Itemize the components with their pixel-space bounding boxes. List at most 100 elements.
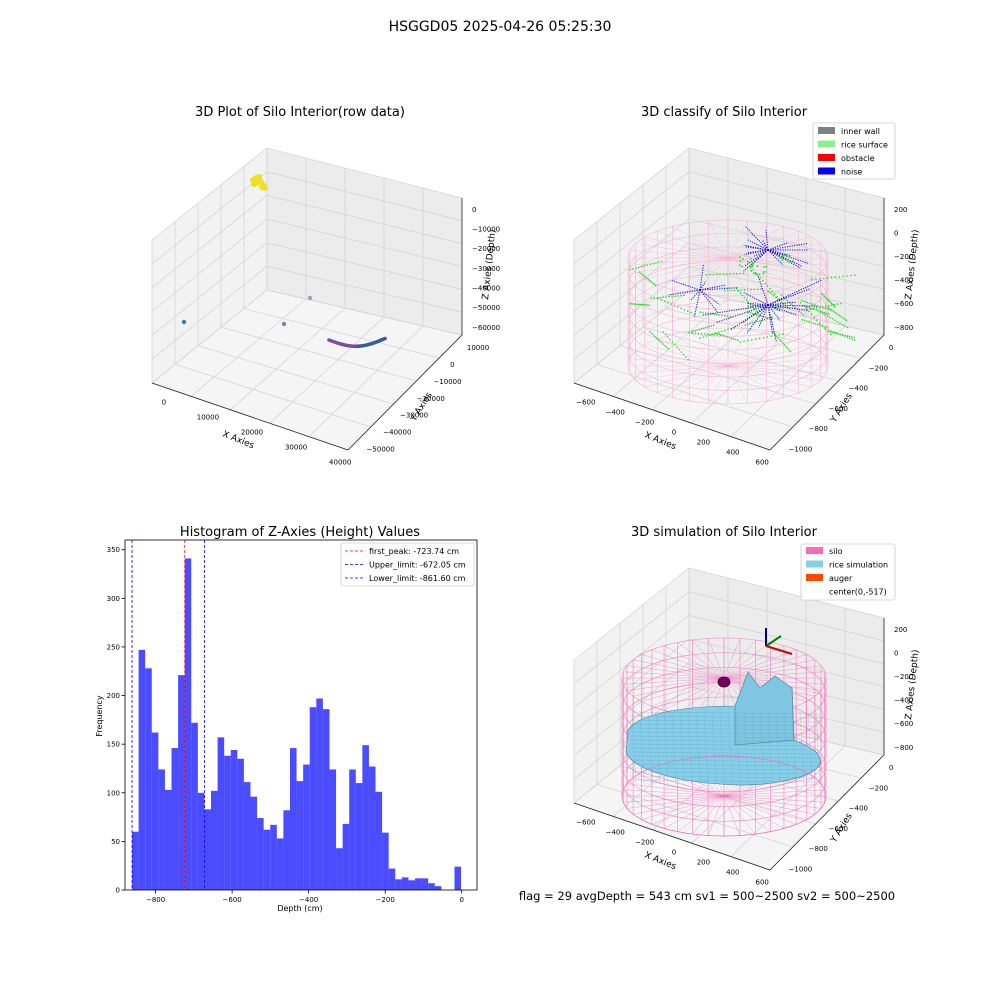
- histogram-bar: [217, 737, 225, 890]
- z-tick-label: −400: [894, 277, 913, 285]
- rice-surface-point: [641, 273, 644, 276]
- grid-line: [174, 364, 371, 428]
- rice-surface-point: [665, 346, 668, 349]
- rice-surface-point: [811, 307, 813, 310]
- histogram-bars: [132, 558, 462, 890]
- rice-surface-point: [759, 320, 761, 322]
- z-tick-label: −30000: [472, 265, 500, 273]
- rice-peak: [734, 671, 795, 746]
- legend-label-3: center(0,-517): [829, 588, 887, 597]
- rice-surface-point: [722, 334, 725, 337]
- rice-surface-point: [784, 298, 787, 300]
- x-axis-line: [573, 802, 771, 871]
- rice-surface-point: [835, 312, 838, 315]
- rice-surface-point: [775, 306, 778, 309]
- rice-surface-point: [751, 263, 754, 266]
- rice-surface-point: [827, 305, 830, 307]
- rice-surface-point: [660, 341, 663, 344]
- noise-point-streak: [743, 292, 769, 306]
- rice-surface-point: [823, 311, 826, 314]
- rice-surface-point: [845, 319, 848, 322]
- rice-surface-point: [830, 276, 833, 279]
- rice-surface-point: [824, 314, 826, 316]
- floor-pane: [152, 290, 462, 450]
- z-tick-label: 200: [894, 206, 907, 214]
- rice-surface-point: [708, 325, 711, 328]
- legend-frame: [800, 543, 896, 601]
- y-tick-label: 0: [889, 344, 893, 352]
- y-axis-line: [347, 334, 463, 451]
- rice-surface-point: [834, 319, 836, 322]
- classify-z-label: Z Axies (Depth): [904, 229, 921, 300]
- grid-line: [573, 591, 885, 685]
- rice-surface-point: [801, 299, 803, 302]
- rice-surface-point: [719, 334, 722, 337]
- y-tick-label: −20000: [417, 395, 445, 403]
- rice-surface-point: [737, 339, 739, 342]
- legend-label-1: Upper_limit: -672.05 cm: [369, 561, 466, 570]
- rice-surface-point: [746, 323, 749, 326]
- histogram-title: Histogram of Z-Axies (Height) Values: [180, 525, 420, 540]
- y-tick-label: −400: [849, 385, 868, 393]
- rice-surface-point: [742, 258, 744, 260]
- mesh-line: [743, 711, 749, 785]
- rice-surface-point: [828, 307, 831, 310]
- y-tick-label: 10000: [467, 344, 489, 352]
- rice-surface-point: [724, 335, 727, 338]
- noise-point-streak: [699, 281, 707, 291]
- classify-3d-panel: 3D classify of Silo Interior −600 −400 −20…: [573, 105, 921, 467]
- rice-surface-point: [851, 336, 853, 338]
- rice-surface-point: [819, 310, 822, 313]
- rice-surface-point: [656, 297, 658, 299]
- z-tick-label: −40000: [472, 285, 500, 293]
- y-tick-label: −1000: [789, 445, 813, 453]
- rice-surface-point: [673, 343, 676, 346]
- grid-line: [573, 147, 885, 241]
- rice-surface-point: [750, 270, 753, 272]
- rice-surface-point: [651, 282, 654, 284]
- rice-surface-point: [766, 336, 769, 338]
- rice-surface-point: [680, 351, 683, 353]
- rice-surface-point: [824, 305, 827, 308]
- noise-point-streak: [743, 249, 769, 256]
- rice-surface-point: [816, 319, 818, 321]
- rice-surface-point: [714, 332, 716, 334]
- rice-surface-point: [659, 340, 661, 342]
- rice-surface-point: [724, 329, 726, 332]
- histogram-bar: [349, 769, 356, 890]
- raw-scatter-3d-panel: 3D Plot of Silo Interior(row data) 0 1000…: [151, 105, 500, 467]
- rice-surface-point: [749, 266, 752, 269]
- rice-surface-point: [800, 312, 803, 314]
- rice-surface-point: [705, 274, 708, 276]
- rice-surface-point: [784, 254, 787, 257]
- mesh-line: [629, 715, 821, 719]
- rice-surface-point: [738, 256, 741, 259]
- rice-surface-point: [758, 314, 760, 317]
- rice-surface-point: [715, 273, 718, 276]
- rice-surface-point: [665, 296, 667, 298]
- legend-swatch-1: [806, 560, 823, 568]
- rice-surface-point: [639, 303, 642, 306]
- footer-stats: flag = 29 avgDepth = 543 cm sv1 = 500~25…: [519, 889, 895, 903]
- rice-surface-point: [833, 311, 836, 313]
- rice-surface-point: [657, 261, 660, 263]
- rice-surface-point: [659, 296, 661, 299]
- rice-surface-point: [644, 276, 647, 278]
- z-tick-label: −20000: [472, 245, 500, 253]
- rice-surface-point: [741, 294, 744, 297]
- rice-surface-point: [781, 255, 784, 258]
- grid-line: [573, 685, 885, 780]
- rice-surface-point: [769, 287, 771, 290]
- rice-surface-point: [844, 335, 846, 338]
- histogram-bar: [322, 709, 330, 890]
- rice-surface-point: [837, 332, 839, 335]
- rice-surface-point: [694, 329, 697, 332]
- histogram-bar: [368, 766, 376, 890]
- mesh-line: [759, 711, 765, 785]
- rice-surface-point: [758, 337, 761, 340]
- rice-surface-point: [667, 336, 669, 338]
- rice-surface-point: [815, 278, 817, 281]
- rice-surface-point: [677, 295, 679, 297]
- rice-surface-point: [690, 330, 693, 333]
